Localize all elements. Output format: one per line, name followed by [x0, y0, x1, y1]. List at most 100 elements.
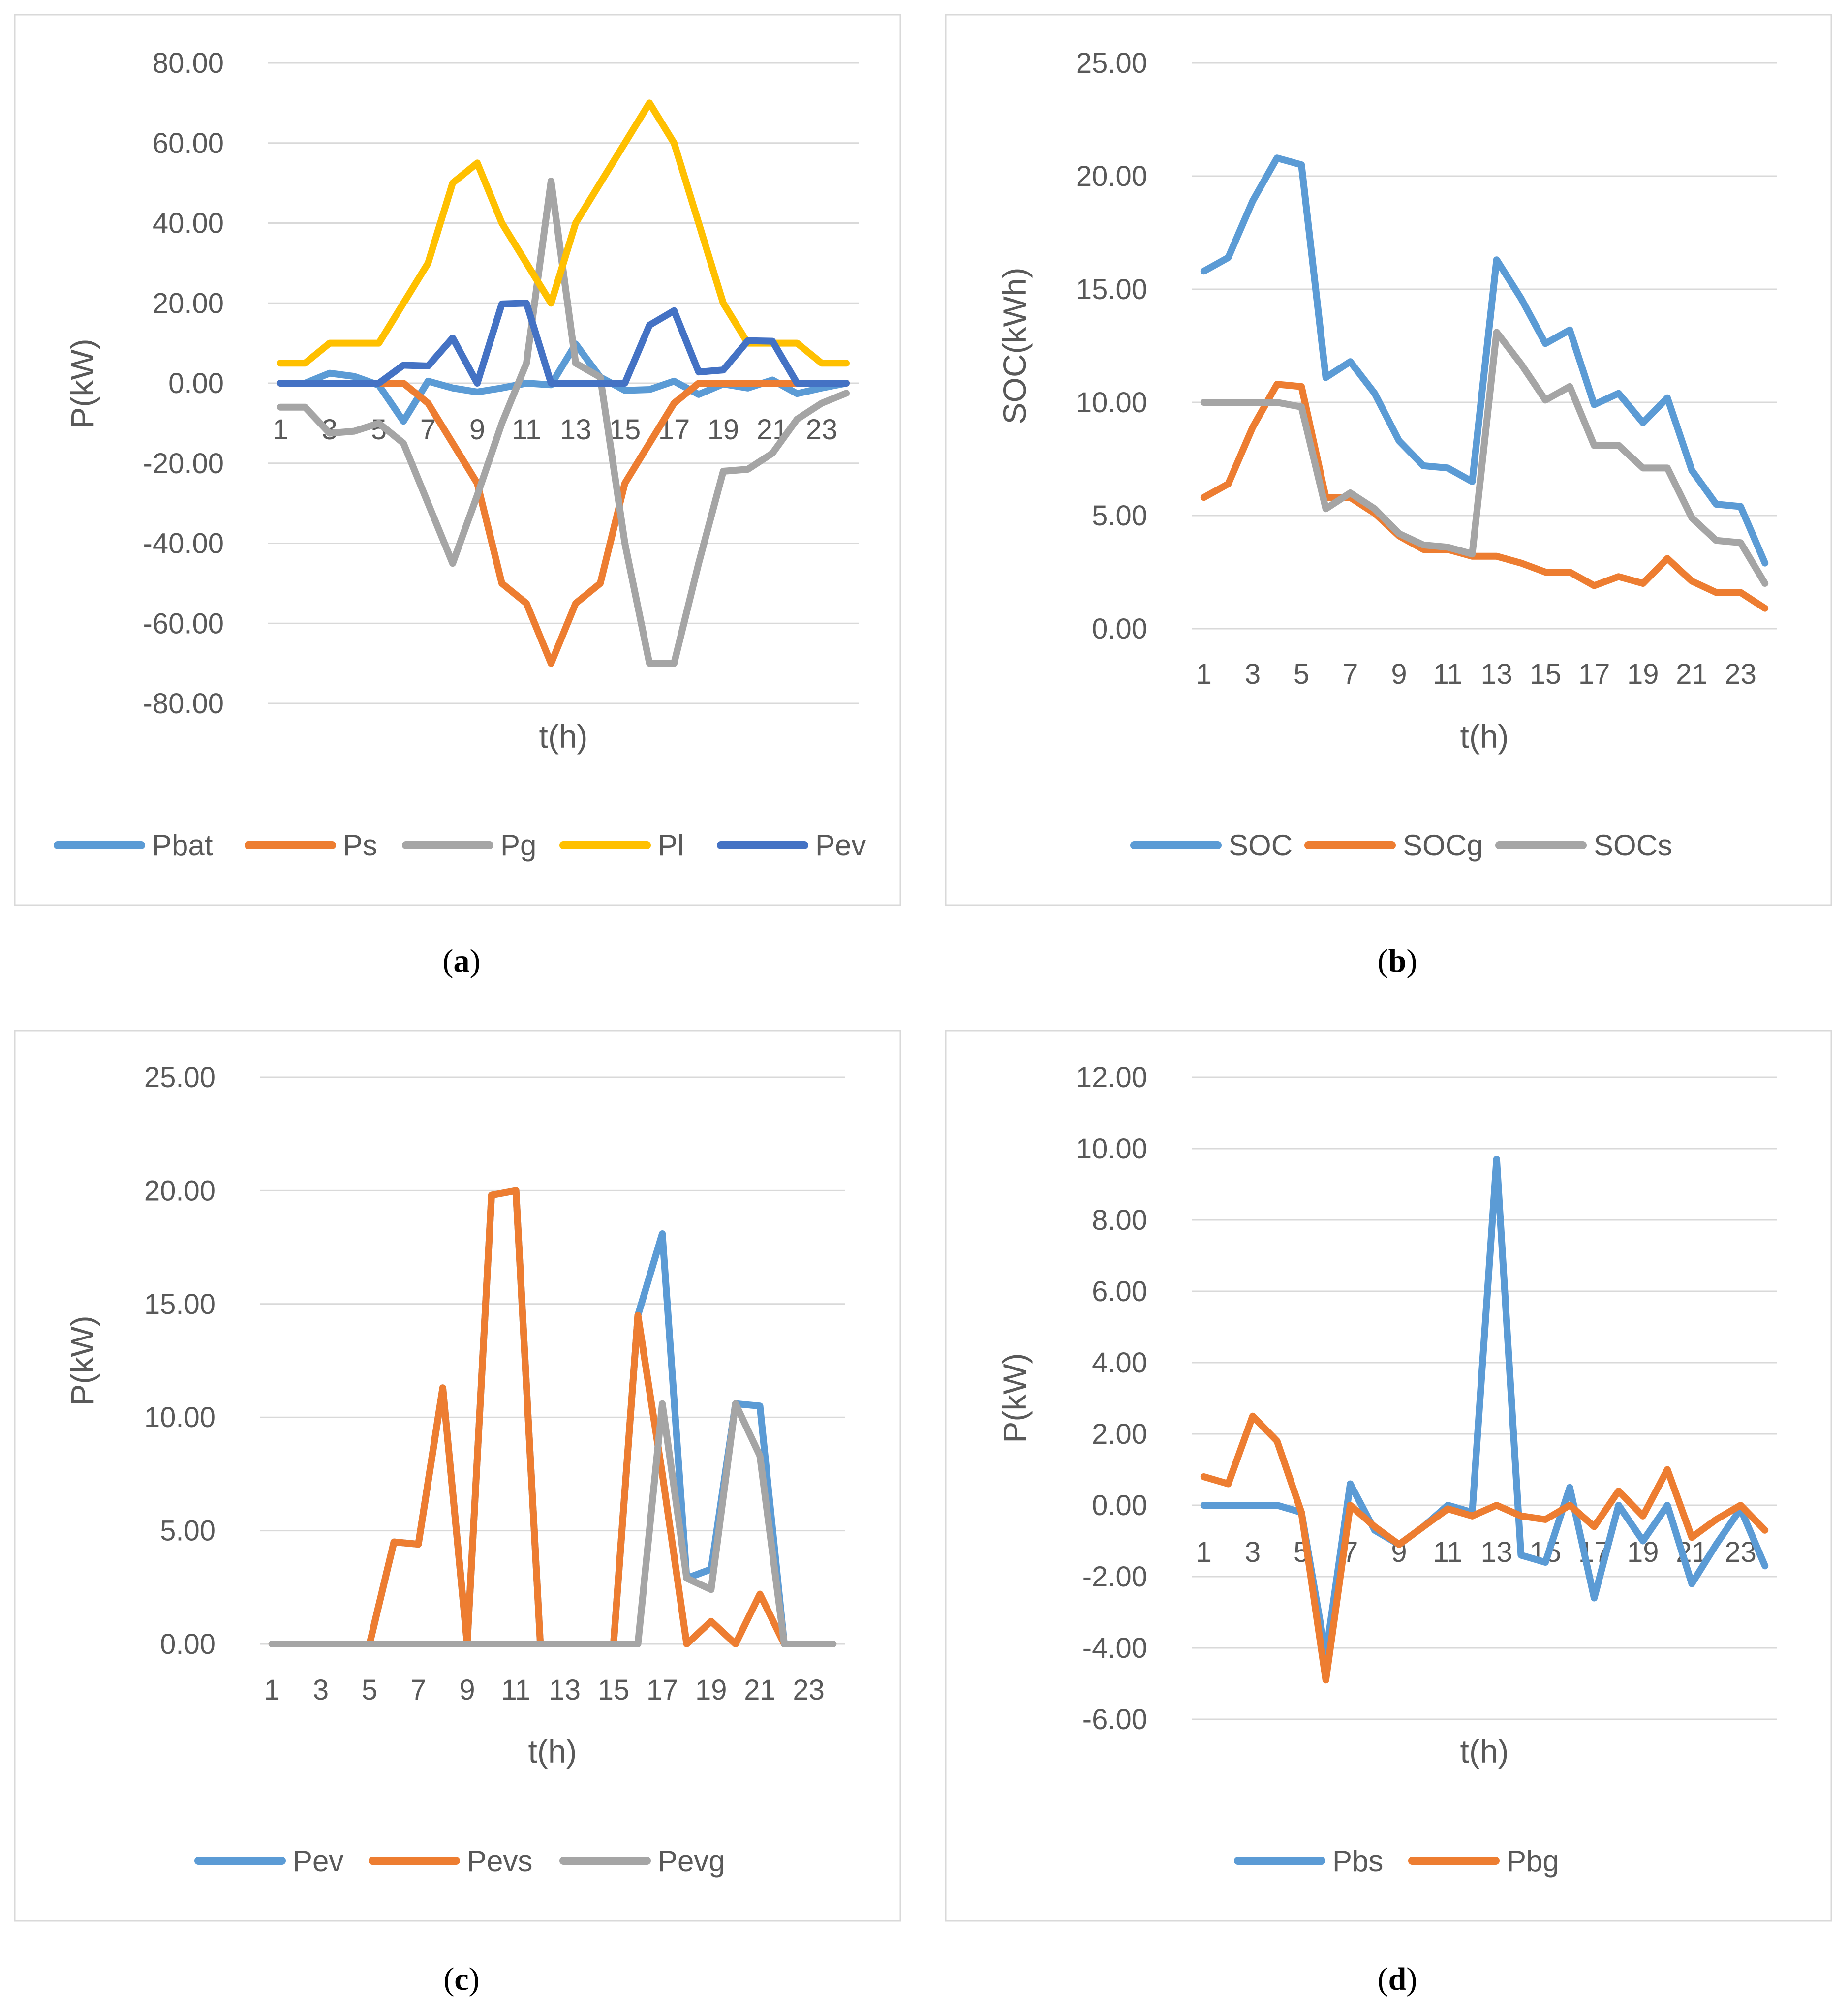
- caption-letter: c: [454, 1961, 468, 1997]
- y-tick-label: 0.00: [1092, 1490, 1147, 1521]
- x-tick-label: 3: [1245, 1536, 1261, 1568]
- x-tick-label: 13: [1481, 658, 1513, 690]
- x-tick-label: 1: [264, 1674, 280, 1706]
- x-tick-label: 9: [1391, 658, 1407, 690]
- panel-caption: (a): [443, 943, 481, 979]
- panel-frame: [14, 1030, 901, 1922]
- legend: Pbat Ps Pg Pl Pev: [54, 829, 866, 862]
- y-tick-label: 8.00: [1092, 1204, 1147, 1236]
- legend-label: Pbg: [1507, 1845, 1559, 1878]
- y-tick-label: -60.00: [143, 608, 224, 639]
- x-tick-label: 7: [420, 414, 436, 446]
- x-tick-label: 5: [362, 1674, 377, 1706]
- legend-label: SOC: [1229, 829, 1293, 862]
- series-line-pbs: [1200, 1156, 1769, 1659]
- legend: Pbs Pbg: [1234, 1845, 1559, 1878]
- x-tick-label: 23: [793, 1674, 825, 1706]
- y-tick-label: 80.00: [153, 47, 224, 79]
- x-tick-label: 11: [501, 1674, 531, 1706]
- x-tick-label: 9: [459, 1674, 475, 1706]
- x-tick-label: 19: [695, 1674, 727, 1706]
- x-tick-label: 13: [1481, 1536, 1513, 1568]
- panel-a: 80.00 60.00 40.00 20.00 0.00 -20.00 -40.00 -60.…: [14, 14, 901, 979]
- legend-label: Pl: [658, 829, 684, 862]
- x-tick-label: 5: [1294, 658, 1309, 690]
- series-line-socs: [1200, 329, 1769, 587]
- x-axis-title: t(h): [1460, 1733, 1509, 1769]
- y-tick-label: -20.00: [143, 448, 224, 480]
- legend-label: Pevs: [467, 1845, 532, 1878]
- x-tick-label: 19: [708, 414, 739, 446]
- y-tick-label: 10.00: [144, 1401, 216, 1433]
- x-tick-label: 7: [1342, 658, 1358, 690]
- legend-label: Pbat: [152, 829, 213, 862]
- series-line-pev: [277, 300, 850, 387]
- y-tick-label: 20.00: [153, 287, 224, 319]
- y-tick-label: 2.00: [1092, 1418, 1147, 1450]
- y-axis-title: P(kW): [64, 1315, 100, 1405]
- panel-d: 12.00 10.00 8.00 6.00 4.00 2.00 0.00 -2.00 -4.00…: [945, 1030, 1832, 1997]
- x-tick-label: 7: [410, 1674, 426, 1706]
- x-tick-label: 15: [609, 414, 641, 446]
- legend-label: Pevg: [658, 1845, 725, 1878]
- panel-frame: [945, 14, 1832, 906]
- x-tick-label: 11: [1433, 658, 1463, 690]
- x-axis-title: t(h): [528, 1733, 577, 1769]
- y-tick-label: -4.00: [1082, 1632, 1147, 1664]
- y-tick-label: 15.00: [144, 1288, 216, 1320]
- x-tick-label: 21: [744, 1674, 776, 1706]
- x-tick-label: 23: [1725, 658, 1756, 690]
- x-tick-label: 11: [512, 414, 541, 446]
- y-tick-label: -2.00: [1082, 1561, 1147, 1593]
- x-tick-label: 1: [273, 414, 288, 446]
- x-tick-label: 17: [647, 1674, 678, 1706]
- legend: SOC SOCg SOCs: [1130, 829, 1672, 862]
- series-line-socg: [1200, 381, 1769, 612]
- panel-caption: (c): [443, 1961, 479, 1997]
- y-tick-label: 10.00: [1076, 387, 1147, 419]
- y-axis-title: SOC(kWh): [996, 268, 1033, 425]
- y-tick-label: 12.00: [1076, 1062, 1147, 1094]
- y-tick-label: 25.00: [1076, 47, 1147, 79]
- legend-label: Pev: [815, 829, 866, 862]
- x-tick-label: 15: [598, 1674, 630, 1706]
- legend: Pev Pevs Pevg: [194, 1845, 725, 1878]
- legend-label: Pbs: [1332, 1845, 1383, 1878]
- y-tick-label: 60.00: [153, 127, 224, 159]
- y-tick-label: 25.00: [144, 1062, 216, 1094]
- series-line-pevg: [268, 1400, 837, 1647]
- x-tick-label: 15: [1530, 658, 1562, 690]
- x-axis-title: t(h): [539, 718, 588, 755]
- y-tick-label: -40.00: [143, 528, 224, 560]
- x-tick-label: 17: [1578, 658, 1610, 690]
- panel-caption: (b): [1378, 943, 1417, 979]
- x-tick-label: 3: [313, 1674, 329, 1706]
- x-tick-label: 19: [1627, 658, 1659, 690]
- y-tick-label: -80.00: [143, 688, 224, 720]
- legend-label: Pev: [293, 1845, 343, 1878]
- y-tick-label: 0.00: [160, 1628, 216, 1660]
- caption-letter: d: [1388, 1961, 1407, 1997]
- x-tick-label: 11: [1433, 1536, 1463, 1568]
- series-line-soc: [1200, 154, 1769, 567]
- y-tick-label: 0.00: [1092, 613, 1147, 645]
- y-tick-label: 10.00: [1076, 1133, 1147, 1165]
- panel-caption: (d): [1378, 1961, 1417, 1997]
- caption-letter: b: [1388, 943, 1407, 979]
- y-tick-label: 5.00: [1092, 500, 1147, 532]
- legend-label: Ps: [343, 829, 377, 862]
- y-tick-label: 6.00: [1092, 1276, 1147, 1308]
- y-axis-title: P(kW): [64, 338, 100, 428]
- panel-frame: [945, 1030, 1832, 1922]
- legend-label: SOCg: [1403, 829, 1483, 862]
- caption-letter: a: [454, 943, 470, 979]
- y-tick-label: 4.00: [1092, 1347, 1147, 1379]
- y-tick-label: -6.00: [1082, 1703, 1147, 1735]
- y-tick-label: 15.00: [1076, 274, 1147, 305]
- y-tick-label: 40.00: [153, 208, 224, 240]
- legend-label: Pg: [500, 829, 536, 862]
- x-tick-label: 13: [560, 414, 592, 446]
